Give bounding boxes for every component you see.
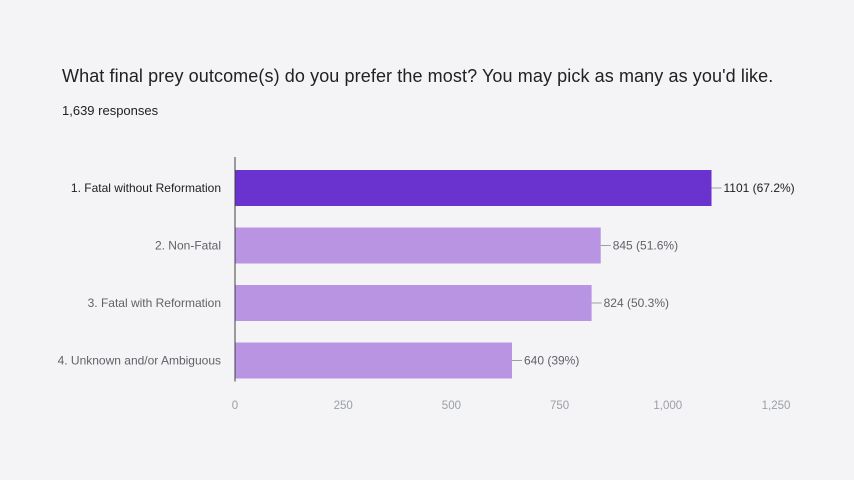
bar-2 <box>235 227 601 264</box>
question-title: What final prey outcome(s) do you prefer… <box>62 66 774 86</box>
bar-3 <box>235 285 592 321</box>
value-label-4: 640 (39%) <box>524 354 579 368</box>
category-label-4: 4. Unknown and/or Ambiguous <box>58 354 221 368</box>
category-label-1: 1. Fatal without Reformation <box>71 181 221 195</box>
bar-4 <box>235 342 512 379</box>
x-tick-label: 750 <box>550 400 569 412</box>
value-label-2: 845 (51.6%) <box>613 239 678 253</box>
response-count: 1,639 responses <box>62 103 159 118</box>
x-tick-label: 1,250 <box>762 400 791 412</box>
x-axis-ticks: 0 250 500 750 1,000 1,250 <box>232 400 791 412</box>
x-tick-label: 500 <box>442 400 461 412</box>
category-label-3: 3. Fatal with Reformation <box>88 296 221 310</box>
category-label-2: 2. Non-Fatal <box>155 239 221 253</box>
value-label-3: 824 (50.3%) <box>604 296 669 310</box>
bar-1 <box>235 170 712 206</box>
x-tick-label: 1,000 <box>653 400 682 412</box>
bars-layer <box>235 170 712 379</box>
labels-layer: 1. Fatal without Reformation 1101 (67.2%)… <box>58 181 795 368</box>
x-tick-label: 0 <box>232 400 238 412</box>
x-tick-label: 250 <box>334 400 353 412</box>
value-label-1: 1101 (67.2%) <box>724 181 795 195</box>
